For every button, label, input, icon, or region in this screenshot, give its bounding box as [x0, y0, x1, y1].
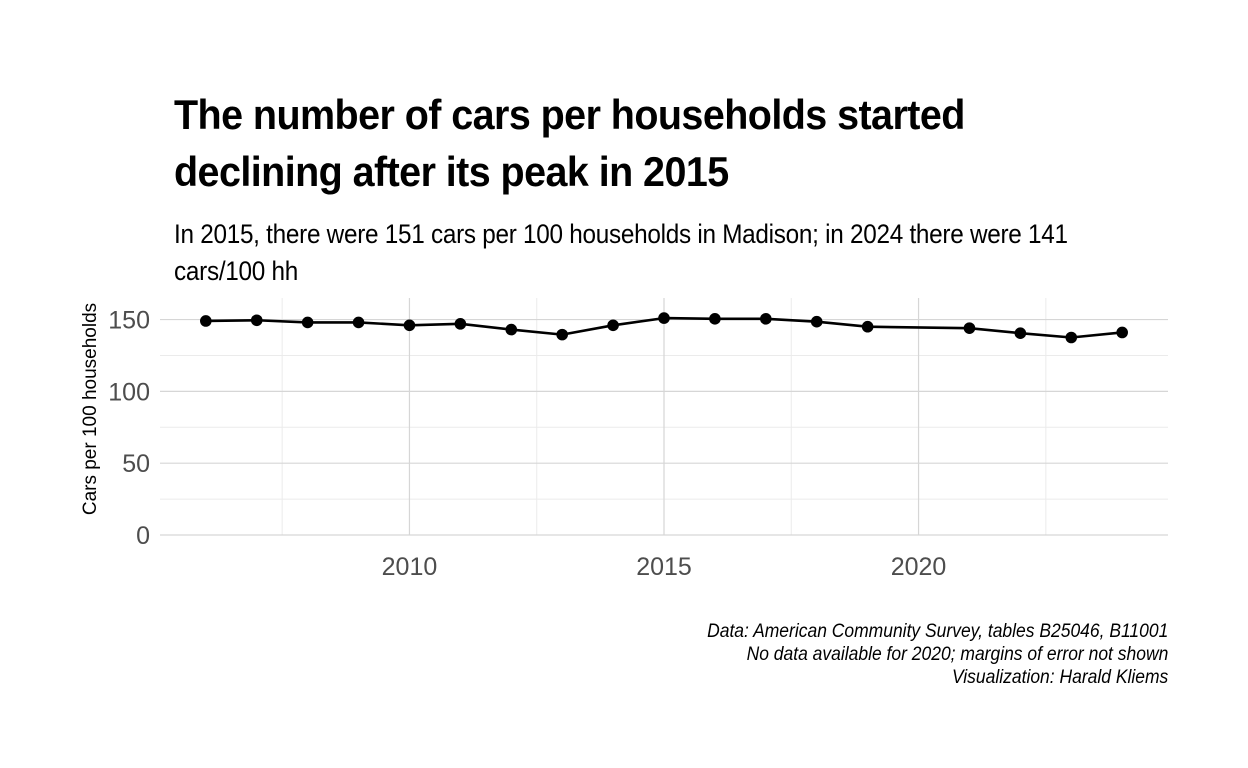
- data-point: [1065, 331, 1078, 344]
- data-point: [607, 319, 619, 332]
- x-tick-labels: 2010 2015 2020: [382, 553, 947, 581]
- data-point: [200, 315, 212, 327]
- series-line: [205, 316, 1123, 339]
- data-point: [861, 320, 874, 333]
- x-tick-label: 2015: [636, 553, 692, 581]
- y-tick-label: 50: [122, 450, 150, 478]
- series-layer: [200, 312, 1128, 344]
- data-point: [963, 322, 976, 334]
- y-tick-labels: 0 50 100 150: [108, 307, 150, 550]
- data-point: [250, 314, 263, 327]
- y-tick-label: 150: [108, 307, 150, 335]
- chart-caption: Data: American Community Survey, tables …: [667, 620, 1168, 689]
- data-point: [454, 318, 467, 330]
- chart-subtitle: In 2015, there were 151 cars per 100 hou…: [174, 219, 1068, 286]
- y-axis-title: Cars per 100 households: [80, 303, 101, 515]
- y-tick-label: 0: [136, 522, 150, 550]
- data-point: [760, 313, 772, 325]
- data-point: [505, 323, 518, 336]
- data-point: [403, 319, 416, 332]
- data-point: [556, 328, 568, 341]
- data-point: [352, 316, 365, 329]
- data-point: [709, 313, 721, 325]
- major-gridlines: [160, 298, 1168, 536]
- data-point: [1014, 327, 1027, 339]
- data-point: [810, 315, 823, 328]
- y-tick-label: 100: [108, 378, 150, 406]
- data-point: [658, 312, 670, 324]
- x-tick-label: 2020: [891, 553, 947, 581]
- chart-title: The number of cars per households starte…: [174, 91, 965, 195]
- data-point: [1116, 326, 1128, 339]
- data-point: [301, 316, 314, 329]
- caption-note: No data available for 2020; margins of e…: [746, 644, 1168, 665]
- caption-source: Data: American Community Survey, tables …: [706, 621, 1168, 642]
- x-tick-label: 2010: [382, 553, 438, 581]
- caption-credit: Visualization: Harald Kliems: [951, 667, 1168, 688]
